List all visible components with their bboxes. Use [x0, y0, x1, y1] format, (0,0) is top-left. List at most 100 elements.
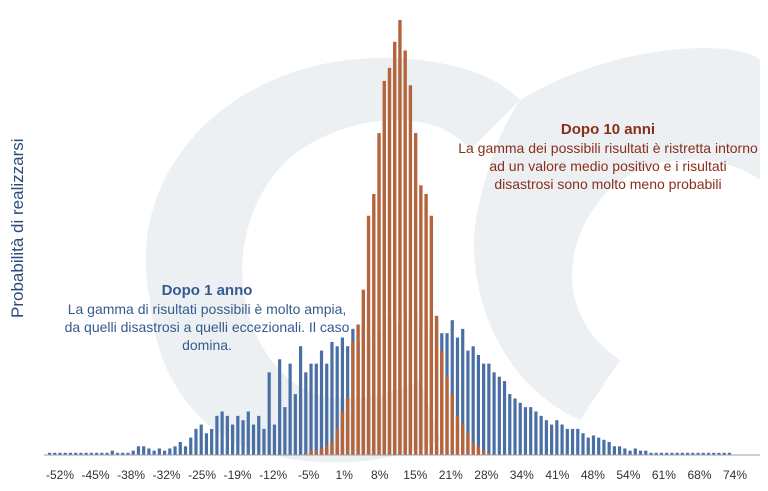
- bar-1yr: [461, 328, 465, 455]
- bar-10yr: [319, 448, 324, 455]
- bar-10yr: [408, 85, 413, 455]
- bar-1yr: [168, 448, 172, 455]
- bar-10yr: [314, 450, 318, 455]
- bar-1yr: [712, 452, 716, 455]
- bar-1yr: [325, 363, 329, 455]
- bar-1yr: [58, 452, 62, 455]
- bar-1yr: [100, 452, 104, 455]
- bar-10yr: [461, 424, 465, 455]
- bar-1yr: [220, 411, 224, 455]
- bar-10yr: [325, 446, 329, 455]
- bar-1yr: [105, 452, 109, 455]
- bar-1yr: [513, 398, 517, 455]
- bar-1yr: [675, 452, 679, 455]
- bar-1yr: [173, 446, 177, 455]
- bar-1yr: [450, 320, 454, 455]
- bar-1yr: [267, 372, 271, 455]
- bar-1yr: [194, 428, 198, 455]
- bar-10yr: [377, 133, 381, 455]
- bar-10yr: [450, 394, 454, 455]
- bar-1yr: [199, 424, 203, 455]
- bar-1yr: [215, 415, 219, 455]
- bar-10yr: [340, 411, 345, 455]
- bar-1yr: [466, 350, 470, 455]
- bar-1yr: [278, 359, 282, 455]
- bar-1yr: [319, 350, 324, 455]
- bar-1yr: [618, 446, 622, 455]
- bar-1yr: [654, 452, 658, 455]
- bar-10yr: [413, 133, 418, 455]
- bar-10yr: [361, 289, 366, 455]
- bar-1yr: [183, 446, 188, 455]
- bar-1yr: [686, 452, 690, 455]
- bar-10yr: [487, 452, 491, 455]
- x-tick-label: 28%: [474, 468, 498, 482]
- bar-1yr: [189, 437, 193, 455]
- bar-1yr: [246, 411, 250, 455]
- bar-1yr: [53, 452, 57, 455]
- bar-1yr: [628, 450, 632, 455]
- bar-1yr: [644, 450, 648, 455]
- bar-1yr: [544, 420, 548, 455]
- bar-1yr: [701, 452, 705, 455]
- bar-10yr: [393, 41, 397, 455]
- bar-1yr: [110, 450, 114, 455]
- bar-10yr: [434, 315, 439, 455]
- bar-1yr: [178, 441, 182, 455]
- bar-1yr: [497, 376, 501, 455]
- bar-1yr: [586, 437, 590, 455]
- annotation-1yr-text: La gamma di risultati possibili è molto …: [64, 301, 350, 353]
- bar-1yr: [539, 415, 543, 455]
- bar-1yr: [63, 452, 67, 455]
- bar-10yr: [351, 341, 355, 455]
- bar-1yr: [230, 424, 235, 455]
- bar-10yr: [330, 441, 334, 455]
- x-tick-label: 15%: [403, 468, 427, 482]
- x-tick-label: -45%: [81, 468, 109, 482]
- watermark-logo: [145, 48, 760, 463]
- bar-1yr: [293, 394, 297, 455]
- bar-1yr: [565, 428, 569, 455]
- bar-1yr: [680, 452, 684, 455]
- bar-1yr: [204, 433, 209, 455]
- bar-10yr: [387, 67, 392, 455]
- bar-1yr: [696, 452, 700, 455]
- bar-1yr: [691, 452, 695, 455]
- bar-1yr: [518, 402, 522, 455]
- x-tick-label: 68%: [687, 468, 711, 482]
- bar-10yr: [476, 446, 481, 455]
- bar-1yr: [555, 420, 559, 455]
- bar-1yr: [241, 420, 245, 455]
- bar-1yr: [550, 424, 554, 455]
- bar-1yr: [523, 407, 528, 455]
- bar-1yr: [482, 363, 486, 455]
- bar-1yr: [47, 452, 52, 455]
- bar-10yr: [424, 194, 428, 455]
- annotation-1yr: Dopo 1 anno La gamma di risultati possib…: [62, 282, 352, 354]
- x-tick-label: -32%: [153, 468, 181, 482]
- bar-10yr: [466, 433, 470, 455]
- bar-1yr: [157, 448, 161, 455]
- bar-1yr: [257, 415, 261, 455]
- y-axis-label: Probabilità di realizzarsi: [8, 138, 27, 318]
- bar-1yr: [638, 450, 643, 455]
- x-tick-label: 21%: [439, 468, 463, 482]
- bar-1yr: [298, 346, 303, 455]
- bar-10yr: [455, 415, 460, 455]
- bar-1yr: [597, 437, 601, 455]
- bar-1yr: [581, 433, 585, 455]
- bar-1yr: [115, 452, 120, 455]
- bar-1yr: [136, 446, 141, 455]
- bar-1yr: [283, 407, 287, 455]
- annotation-1yr-title: Dopo 1 anno: [161, 282, 253, 299]
- bar-1yr: [633, 448, 637, 455]
- x-tick-label: 34%: [510, 468, 534, 482]
- x-tick-label: 54%: [616, 468, 640, 482]
- bar-1yr: [210, 428, 214, 455]
- bar-10yr: [429, 215, 434, 455]
- bar-1yr: [304, 372, 308, 455]
- bar-10yr: [309, 450, 313, 455]
- bar-10yr: [403, 50, 407, 455]
- bar-1yr: [665, 452, 669, 455]
- bar-1yr: [74, 452, 78, 455]
